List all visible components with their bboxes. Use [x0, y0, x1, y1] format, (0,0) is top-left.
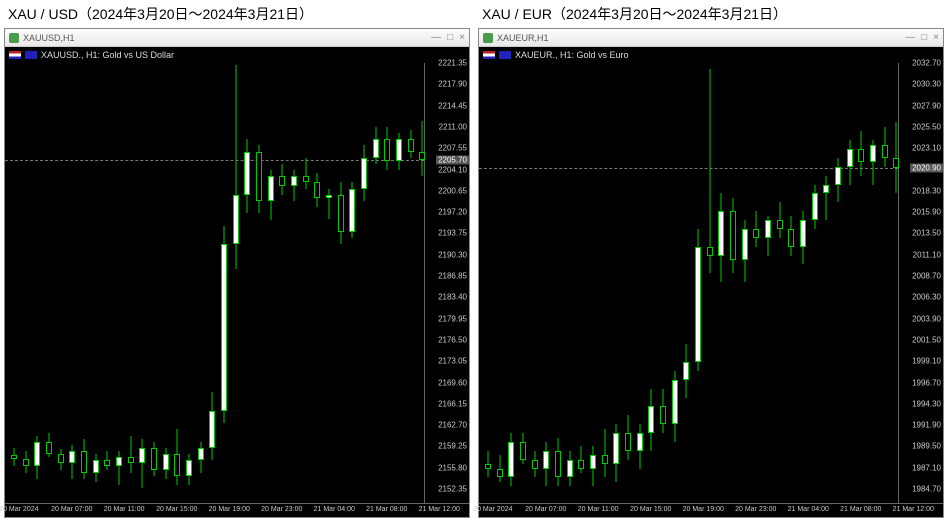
x-tick-label: 20 Mar 23:00 — [261, 506, 302, 513]
x-tick-label: 20 Mar 23:00 — [735, 506, 776, 513]
chart-info-bar: XAUUSD., H1: Gold vs US Dollar — [5, 47, 469, 63]
window-title-bar: XAUEUR,H1 — □ × — [479, 29, 943, 47]
y-tick-label: 2030.30 — [912, 80, 941, 89]
flag-icon — [483, 51, 495, 59]
y-tick-label: 2155.80 — [438, 463, 467, 472]
app-icon — [483, 33, 493, 43]
window-title-bar: XAUUSD,H1 — □ × — [5, 29, 469, 47]
y-tick-label: 2152.35 — [438, 485, 467, 494]
x-tick-label: 21 Mar 08:00 — [366, 506, 407, 513]
y-tick-label: 2183.40 — [438, 293, 467, 302]
y-tick-label: 2190.30 — [438, 250, 467, 259]
y-axis: 2032.702030.302027.902025.502023.102020.… — [899, 63, 943, 503]
close-icon[interactable]: × — [459, 32, 465, 43]
maximize-icon[interactable]: □ — [921, 32, 927, 43]
x-tick-label: 20 Mar 15:00 — [156, 506, 197, 513]
y-tick-label: 1989.50 — [912, 442, 941, 451]
x-axis: 20 Mar 202420 Mar 07:0020 Mar 11:0020 Ma… — [5, 503, 469, 517]
x-tick-label: 21 Mar 04:00 — [314, 506, 355, 513]
current-price-marker: 2205.70 — [436, 155, 469, 164]
x-tick-label: 20 Mar 19:00 — [683, 506, 724, 513]
minimize-icon[interactable]: — — [905, 32, 915, 43]
y-tick-label: 2214.45 — [438, 101, 467, 110]
chart-area[interactable]: 2221.352217.902214.452211.002207.552204.… — [5, 63, 469, 503]
x-tick-label: 21 Mar 12:00 — [419, 506, 460, 513]
y-tick-label: 2176.50 — [438, 335, 467, 344]
current-price-marker: 2020.90 — [910, 163, 943, 172]
y-tick-label: 2013.50 — [912, 229, 941, 238]
flag-icon — [25, 51, 37, 59]
x-tick-label: 21 Mar 12:00 — [893, 506, 934, 513]
maximize-icon[interactable]: □ — [447, 32, 453, 43]
chart-window: XAUEUR,H1 — □ × XAUEUR., H1: Gold vs Euro 203… — [478, 28, 944, 518]
y-tick-label: 2186.85 — [438, 272, 467, 281]
y-tick-label: 2166.15 — [438, 399, 467, 408]
y-tick-label: 2011.10 — [913, 250, 941, 259]
y-tick-label: 1987.10 — [912, 463, 941, 472]
x-tick-label: 20 Mar 11:00 — [578, 506, 619, 513]
y-tick-label: 2015.90 — [912, 208, 941, 217]
x-tick-label: 20 Mar 2024 — [0, 506, 39, 513]
x-tick-label: 20 Mar 2024 — [473, 506, 512, 513]
y-tick-label: 2193.75 — [438, 229, 467, 238]
plot-area[interactable] — [5, 63, 425, 503]
flag-icon — [9, 51, 21, 59]
y-tick-label: 2159.25 — [438, 442, 467, 451]
y-tick-label: 1996.70 — [912, 378, 941, 387]
flag-icon — [499, 51, 511, 59]
x-axis: 20 Mar 202420 Mar 07:0020 Mar 11:0020 Ma… — [479, 503, 943, 517]
plot-area[interactable] — [479, 63, 899, 503]
minimize-icon[interactable]: — — [431, 32, 441, 43]
y-tick-label: 1999.10 — [912, 357, 941, 366]
chart-info-bar: XAUEUR., H1: Gold vs Euro — [479, 47, 943, 63]
y-tick-label: 2197.20 — [438, 208, 467, 217]
y-tick-label: 2173.05 — [438, 357, 467, 366]
chart-info-text: XAUUSD., H1: Gold vs US Dollar — [41, 50, 174, 60]
y-tick-label: 2221.35 — [438, 59, 467, 68]
y-tick-label: 2003.90 — [912, 314, 941, 323]
x-tick-label: 20 Mar 11:00 — [104, 506, 145, 513]
x-tick-label: 20 Mar 07:00 — [525, 506, 566, 513]
y-tick-label: 2027.90 — [912, 101, 941, 110]
x-tick-label: 21 Mar 04:00 — [788, 506, 829, 513]
y-tick-label: 2032.70 — [912, 59, 941, 68]
close-icon[interactable]: × — [933, 32, 939, 43]
y-tick-label: 2006.30 — [912, 293, 941, 302]
chart-area[interactable]: 2032.702030.302027.902025.502023.102020.… — [479, 63, 943, 503]
window-title: XAUEUR,H1 — [497, 33, 549, 43]
chart-heading: XAU / USD（2024年3月20日～2024年3月21日） — [0, 0, 474, 28]
y-tick-label: 2200.65 — [438, 186, 467, 195]
y-tick-label: 2211.00 — [439, 122, 467, 131]
y-tick-label: 2162.70 — [438, 421, 467, 430]
y-tick-label: 1991.90 — [912, 421, 941, 430]
x-tick-label: 21 Mar 08:00 — [840, 506, 881, 513]
y-tick-label: 2179.95 — [438, 314, 467, 323]
y-tick-label: 2169.60 — [438, 378, 467, 387]
y-tick-label: 2204.10 — [438, 165, 467, 174]
chart-panel: XAU / EUR（2024年3月20日～2024年3月21日）XAUEUR,H… — [474, 0, 948, 518]
y-tick-label: 2008.70 — [912, 272, 941, 281]
y-tick-label: 1984.70 — [912, 485, 941, 494]
x-tick-label: 20 Mar 07:00 — [51, 506, 92, 513]
y-tick-label: 2207.55 — [438, 144, 467, 153]
y-tick-label: 2018.30 — [912, 186, 941, 195]
chart-window: XAUUSD,H1 — □ × XAUUSD., H1: Gold vs US Doll… — [4, 28, 470, 518]
x-tick-label: 20 Mar 19:00 — [209, 506, 250, 513]
y-tick-label: 2025.50 — [912, 122, 941, 131]
y-tick-label: 2217.90 — [438, 80, 467, 89]
y-tick-label: 2023.10 — [912, 144, 941, 153]
chart-panel: XAU / USD（2024年3月20日～2024年3月21日）XAUUSD,H… — [0, 0, 474, 518]
y-axis: 2221.352217.902214.452211.002207.552204.… — [425, 63, 469, 503]
y-tick-label: 2001.50 — [912, 335, 941, 344]
chart-heading: XAU / EUR（2024年3月20日～2024年3月21日） — [474, 0, 948, 28]
window-title: XAUUSD,H1 — [23, 33, 75, 43]
x-tick-label: 20 Mar 15:00 — [630, 506, 671, 513]
app-icon — [9, 33, 19, 43]
chart-info-text: XAUEUR., H1: Gold vs Euro — [515, 50, 629, 60]
y-tick-label: 1994.30 — [912, 399, 941, 408]
